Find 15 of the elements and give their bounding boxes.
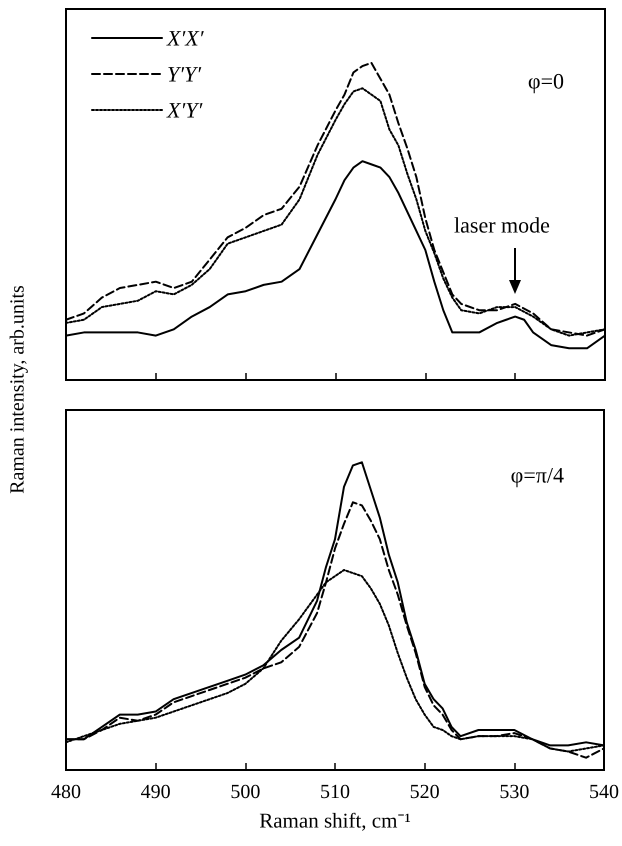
annotation: φ=0	[528, 68, 564, 94]
x-tick-label: 530	[499, 781, 530, 803]
x-tick-label: 480	[51, 781, 81, 803]
y-axis-title: Raman intensity, arb.units	[6, 284, 30, 496]
x-axis-title: Raman shift, cm⁻¹	[259, 808, 411, 832]
annotation: laser mode	[454, 212, 550, 238]
x-tick-label: 540	[589, 781, 619, 803]
annotation: φ=π/4	[510, 462, 564, 488]
x-tick-label: 520	[410, 781, 440, 803]
legend-label: X′X′	[166, 26, 205, 50]
x-tick-label: 510	[320, 781, 350, 803]
legend-label: X′Y′	[166, 98, 204, 122]
x-tick-label: 490	[140, 781, 171, 803]
legend-label: Y′Y′	[167, 62, 202, 86]
x-tick-label: 500	[230, 781, 260, 803]
